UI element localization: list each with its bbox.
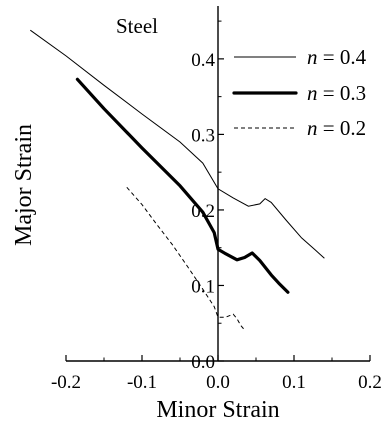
legend: n = 0.4 n = 0.3 n = 0.2: [232, 45, 367, 140]
x-ticks: -0.2 -0.1 0.0 0.1 0.2: [51, 355, 382, 393]
x-tick-label: -0.1: [127, 372, 157, 393]
x-tick-label: 0.2: [358, 372, 382, 393]
y-tick-label: 0.0: [191, 352, 215, 373]
curves-group: [30, 29, 325, 331]
y-tick-label: 0.2: [191, 201, 215, 222]
axes-group: -0.2 -0.1 0.0 0.1 0.2 0.0 0.1 0.2 0.3 0.4: [51, 6, 382, 393]
series-line-1: [30, 29, 325, 259]
y-tick-label: 0.4: [191, 50, 215, 71]
x-tick-label: 0.0: [206, 372, 230, 393]
x-tick-label: 0.1: [282, 372, 306, 393]
x-axis-title: Minor Strain: [156, 397, 279, 423]
x-tick-label: -0.2: [51, 372, 81, 393]
y-tick-label: 0.1: [191, 276, 215, 297]
legend-label-2: n = 0.3: [307, 81, 366, 105]
y-axis-title: Major Strain: [11, 124, 37, 246]
y-tick-label: 0.3: [191, 125, 215, 146]
chart-title: Steel: [116, 14, 158, 38]
legend-label-1: n = 0.4: [307, 45, 367, 69]
y-ticks: 0.0 0.1 0.2 0.3 0.4: [191, 20, 224, 373]
series-line-2: [75, 77, 290, 294]
series-line-3: [126, 186, 245, 331]
legend-label-3: n = 0.2: [307, 116, 366, 140]
